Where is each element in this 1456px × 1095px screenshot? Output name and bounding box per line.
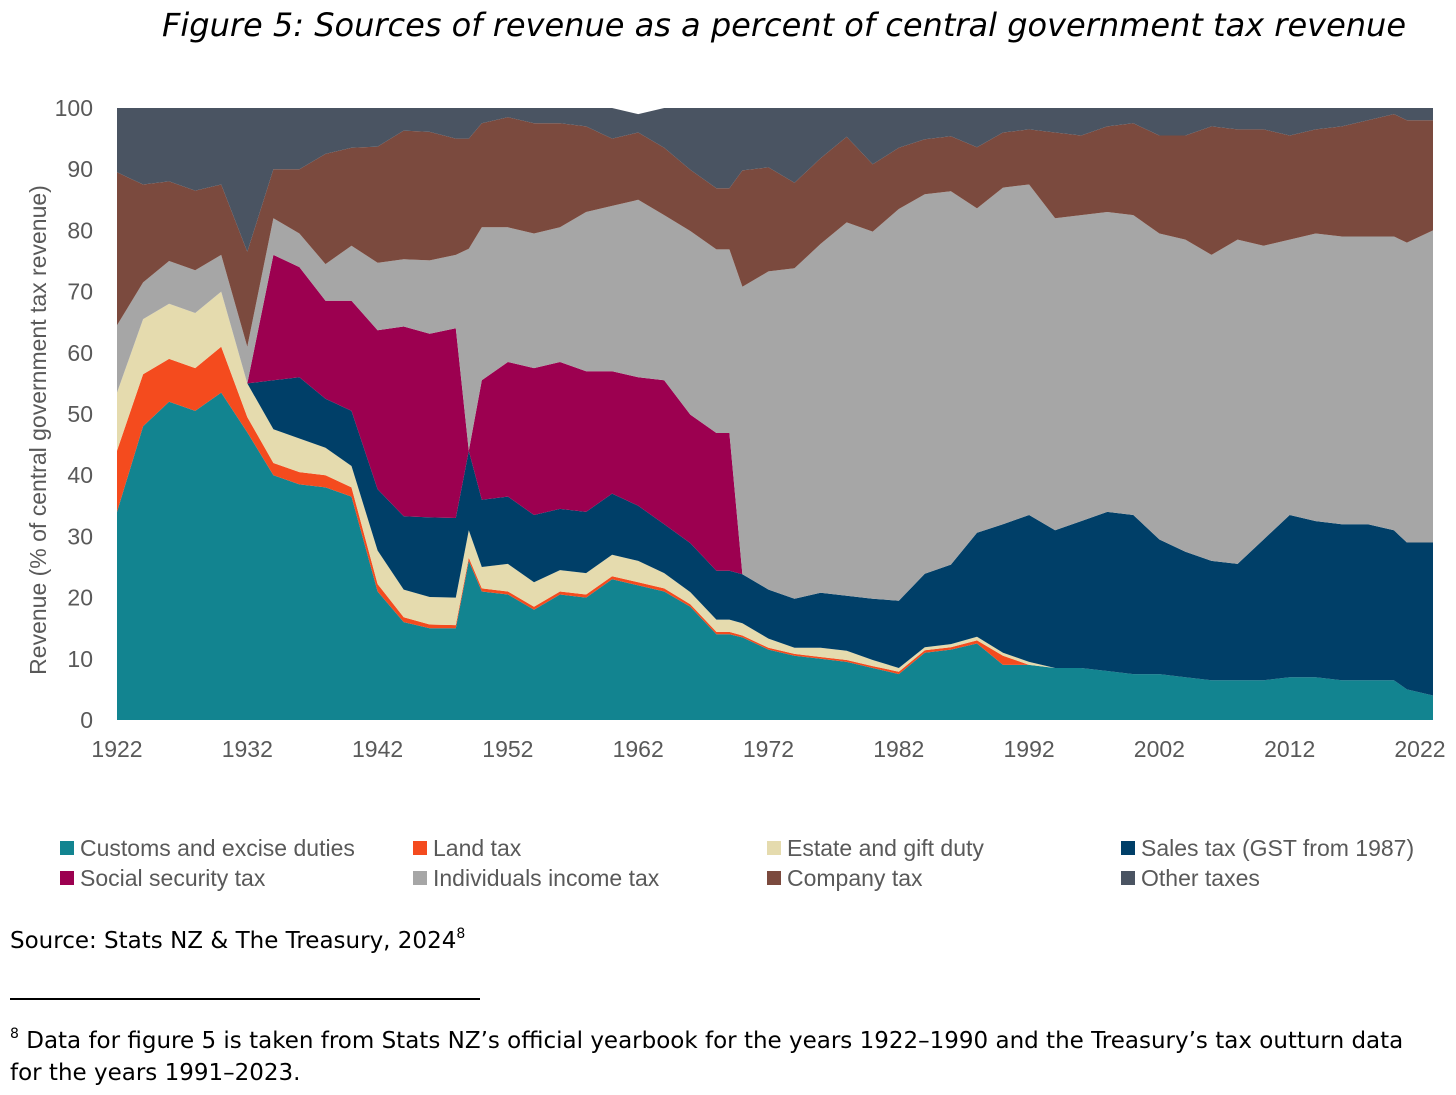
footnote-marker: 8 <box>10 1026 19 1042</box>
x-axis: 1922 1932 1942 1952 1962 1972 1982 1992 2002 2012… <box>91 736 1445 762</box>
x-tick-label: 1952 <box>482 736 533 762</box>
x-tick-label: 2012 <box>1264 736 1315 762</box>
legend-swatch <box>413 871 427 885</box>
legend-item-customs: Customs and excise duties <box>60 834 355 862</box>
legend-swatch <box>1121 871 1135 885</box>
legend-item-estate-gift: Estate and gift duty <box>767 834 984 862</box>
legend-item-individuals-income: Individuals income tax <box>413 864 659 892</box>
legend-swatch <box>60 841 74 855</box>
area-sales-tax-gst-from-1987 <box>117 291 1433 696</box>
legend-item-social-security: Social security tax <box>60 864 265 892</box>
area-social-security-tax <box>117 254 1433 601</box>
x-tick-label: 2022 <box>1394 736 1445 762</box>
x-tick-label: 1942 <box>352 736 403 762</box>
area-individuals-income-tax <box>117 184 1433 601</box>
legend-swatch <box>1121 841 1135 855</box>
y-axis: 0 10 20 30 40 50 60 70 80 90 100 <box>55 95 93 733</box>
legend: Customs and excise duties Land tax Estat… <box>0 832 1456 902</box>
y-tick-label: 20 <box>67 585 93 611</box>
footnote-ref: 8 <box>456 926 466 942</box>
y-tick-label: 50 <box>67 401 93 427</box>
legend-item-sales-tax: Sales tax (GST from 1987) <box>1121 834 1414 862</box>
legend-swatch <box>413 841 427 855</box>
x-tick-label: 1932 <box>222 736 273 762</box>
x-tick-label: 2002 <box>1134 736 1185 762</box>
x-tick-label: 1962 <box>613 736 664 762</box>
y-tick-label: 40 <box>67 462 93 488</box>
y-tick-label: 80 <box>67 217 93 243</box>
area-customs-and-excise-duties <box>117 392 1433 720</box>
y-tick-label: 10 <box>67 646 93 672</box>
chart-title: Figure 5: Sources of revenue as a percen… <box>162 6 1406 44</box>
y-tick-label: 70 <box>67 279 93 305</box>
y-tick-label: 100 <box>55 95 93 121</box>
legend-item-other-taxes: Other taxes <box>1121 864 1260 892</box>
area-other-taxes <box>117 108 1433 252</box>
footnote: 8 Data for figure 5 is taken from Stats … <box>10 1026 1404 1086</box>
y-tick-label: 60 <box>67 340 93 366</box>
x-tick-label: 1922 <box>91 736 142 762</box>
y-axis-label: Revenue (% of central government tax rev… <box>25 185 51 675</box>
x-tick-label: 1992 <box>1003 736 1054 762</box>
source-note: Source: Stats NZ & The Treasury, 20248 <box>10 926 466 954</box>
legend-item-land-tax: Land tax <box>413 834 521 862</box>
legend-item-company-tax: Company tax <box>767 864 923 892</box>
legend-swatch <box>60 871 74 885</box>
legend-swatch <box>767 871 781 885</box>
footnote-divider <box>10 998 480 1000</box>
area-company-tax <box>117 114 1433 347</box>
legend-swatch <box>767 841 781 855</box>
area-layer <box>117 108 1433 720</box>
y-tick-label: 30 <box>67 523 93 549</box>
x-tick-label: 1972 <box>743 736 794 762</box>
y-tick-label: 90 <box>67 156 93 182</box>
y-tick-label: 0 <box>80 707 93 733</box>
x-tick-label: 1982 <box>873 736 924 762</box>
